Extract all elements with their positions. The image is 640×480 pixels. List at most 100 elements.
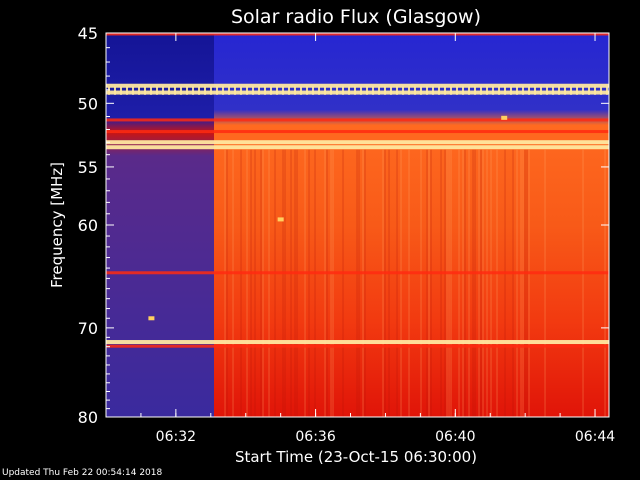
stripe bbox=[482, 149, 484, 417]
band-9 bbox=[106, 344, 609, 348]
stripe bbox=[324, 149, 326, 417]
stripe bbox=[240, 149, 242, 417]
stripe bbox=[330, 149, 332, 417]
plot-area bbox=[106, 33, 609, 417]
band-1 bbox=[106, 83, 609, 88]
stripe bbox=[254, 149, 256, 417]
stripe bbox=[326, 149, 328, 417]
stripe bbox=[486, 149, 488, 417]
stripe bbox=[516, 149, 518, 417]
stripe bbox=[290, 149, 292, 417]
stripe bbox=[262, 149, 264, 417]
stripe bbox=[314, 149, 316, 417]
stripe bbox=[478, 149, 480, 417]
stripe bbox=[504, 149, 506, 417]
stripe bbox=[342, 149, 344, 417]
spot-0 bbox=[277, 217, 284, 222]
stripe bbox=[268, 149, 270, 417]
stripe bbox=[528, 149, 530, 417]
x-tick-label-2: 06:40 bbox=[435, 429, 475, 445]
stripe bbox=[384, 149, 386, 417]
y-tick-label-2: 55 bbox=[78, 158, 98, 177]
spot-1 bbox=[501, 115, 508, 120]
stripe bbox=[308, 149, 310, 417]
stripe bbox=[440, 149, 442, 417]
stripe bbox=[382, 149, 384, 417]
x-axis: 06:32 06:36 06:40 06:44 bbox=[105, 33, 615, 445]
horizontal-bands bbox=[106, 33, 609, 348]
stripe bbox=[428, 149, 430, 417]
stripe bbox=[468, 149, 470, 417]
burst-spots bbox=[148, 115, 508, 321]
x-tick-label-3: 06:44 bbox=[575, 429, 615, 445]
stripe bbox=[396, 149, 398, 417]
spot-2 bbox=[148, 316, 155, 321]
stripe bbox=[480, 149, 482, 417]
band-0 bbox=[106, 33, 609, 36]
x-tick-label-1: 06:36 bbox=[295, 429, 335, 445]
stripe bbox=[274, 149, 276, 417]
stripe bbox=[462, 149, 464, 417]
band-8 bbox=[106, 340, 609, 345]
stripe bbox=[294, 149, 296, 417]
band-7 bbox=[106, 271, 609, 275]
band-4 bbox=[106, 130, 609, 134]
stripe bbox=[226, 149, 228, 417]
stripe bbox=[444, 149, 446, 417]
stripe bbox=[408, 149, 410, 417]
stripe bbox=[246, 149, 248, 417]
y-tick-label-4: 70 bbox=[78, 319, 98, 338]
stripe bbox=[284, 149, 286, 417]
stripe bbox=[464, 149, 466, 417]
stripe bbox=[524, 149, 526, 417]
band-6 bbox=[106, 145, 609, 150]
band-5 bbox=[106, 140, 609, 145]
stripe bbox=[604, 149, 606, 417]
stripe bbox=[296, 149, 298, 417]
stripe bbox=[496, 149, 498, 417]
stripe bbox=[364, 149, 366, 417]
stripe bbox=[358, 149, 360, 417]
quiet-background bbox=[106, 33, 214, 417]
y-axis: 45 50 55 60 70 80 bbox=[78, 24, 609, 427]
stripe bbox=[474, 149, 476, 417]
stripe bbox=[448, 149, 450, 417]
stripe bbox=[544, 149, 546, 417]
stripe bbox=[260, 149, 262, 417]
stripe bbox=[512, 149, 514, 417]
stripe bbox=[400, 149, 402, 417]
stripe bbox=[582, 149, 584, 417]
update-timestamp: Updated Thu Feb 22 00:54:14 2018 bbox=[2, 468, 163, 478]
stripe bbox=[446, 149, 448, 417]
stripe bbox=[420, 149, 422, 417]
stripe bbox=[458, 149, 460, 417]
y-tick-label-0: 45 bbox=[78, 24, 98, 43]
y-tick-label-1: 50 bbox=[78, 94, 98, 113]
x-tick-label-0: 06:32 bbox=[156, 429, 196, 445]
chart-title: Solar radio Flux (Glasgow) bbox=[231, 6, 481, 28]
stripe bbox=[450, 149, 452, 417]
stripe bbox=[304, 149, 306, 417]
stripe bbox=[520, 149, 522, 417]
band-3 bbox=[106, 118, 609, 122]
stripe bbox=[282, 149, 284, 417]
stripe bbox=[526, 149, 528, 417]
stripe bbox=[356, 149, 358, 417]
x-axis-label: Start Time (23-Oct-15 06:30:00) bbox=[235, 448, 477, 466]
y-axis-label: Frequency [MHz] bbox=[48, 162, 66, 288]
y-tick-label-5: 80 bbox=[78, 408, 98, 427]
stripe bbox=[426, 149, 428, 417]
stripe bbox=[490, 149, 492, 417]
stripe bbox=[362, 149, 364, 417]
stripe bbox=[388, 149, 390, 417]
stripe bbox=[224, 149, 226, 417]
stripe bbox=[250, 149, 252, 417]
stripe bbox=[332, 149, 334, 417]
stripe bbox=[430, 149, 432, 417]
vertical-stripes bbox=[108, 86, 608, 417]
stripe bbox=[232, 149, 234, 417]
stripe bbox=[522, 149, 524, 417]
band-2 bbox=[106, 90, 609, 95]
y-tick-label-3: 60 bbox=[78, 216, 98, 235]
